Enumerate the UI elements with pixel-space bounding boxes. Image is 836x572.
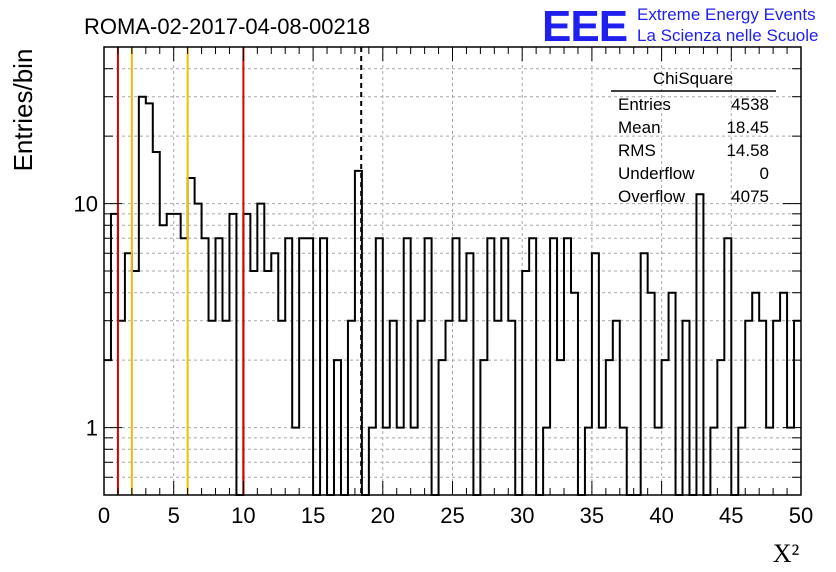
x-tick-label: 10 — [231, 503, 255, 528]
x-tick-label: 15 — [301, 503, 325, 528]
stats-row-label: Underflow — [618, 164, 695, 183]
stats-row-label: Entries — [618, 95, 671, 114]
logo-line1: Extreme Energy Events — [637, 5, 816, 24]
x-tick-label: 30 — [510, 503, 534, 528]
stats-row-value: 14.58 — [726, 141, 769, 160]
stats-row-label: RMS — [618, 141, 656, 160]
histogram-bars — [104, 95, 801, 496]
stats-row-label: Overflow — [618, 187, 686, 206]
stats-title: ChiSquare — [653, 69, 733, 88]
y-axis-label: Entries/bin — [8, 49, 38, 172]
stats-row-label: Mean — [618, 118, 661, 137]
x-tick-label: 25 — [440, 503, 464, 528]
stats-row-value: 4075 — [731, 187, 769, 206]
x-tick-label: 35 — [580, 503, 604, 528]
logo-line2: La Scienza nelle Scuole — [637, 26, 818, 45]
x-tick-label: 20 — [371, 503, 395, 528]
x-tick-label: 50 — [789, 503, 813, 528]
logo-mark: EEE — [542, 2, 627, 51]
y-tick-label: 1 — [86, 416, 98, 441]
stats-row-value: 4538 — [731, 95, 769, 114]
x-axis-ticks: 0 5 10 15 20 25 30 35 40 45 50 — [98, 47, 813, 528]
chart-title: ROMA-02-2017-04-08-00218 — [84, 14, 370, 39]
stats-box: ChiSquare Entries 4538 Mean 18.45 RMS 14.58 Un… — [611, 69, 776, 206]
stats-row-value: 18.45 — [726, 118, 769, 137]
histogram-outline — [104, 95, 801, 496]
eee-logo: EEE Extreme Energy Events La Scienza nel… — [542, 2, 818, 51]
x-axis-label: X² — [773, 539, 800, 568]
y-axis-ticks: 1 10 — [74, 68, 801, 478]
marker-lines — [116, 47, 363, 495]
x-tick-label: 40 — [649, 503, 673, 528]
x-tick-label: 0 — [98, 503, 110, 528]
y-tick-label: 10 — [74, 192, 98, 217]
stats-row-value: 0 — [760, 164, 769, 183]
x-tick-label: 5 — [168, 503, 180, 528]
x-tick-label: 45 — [719, 503, 743, 528]
